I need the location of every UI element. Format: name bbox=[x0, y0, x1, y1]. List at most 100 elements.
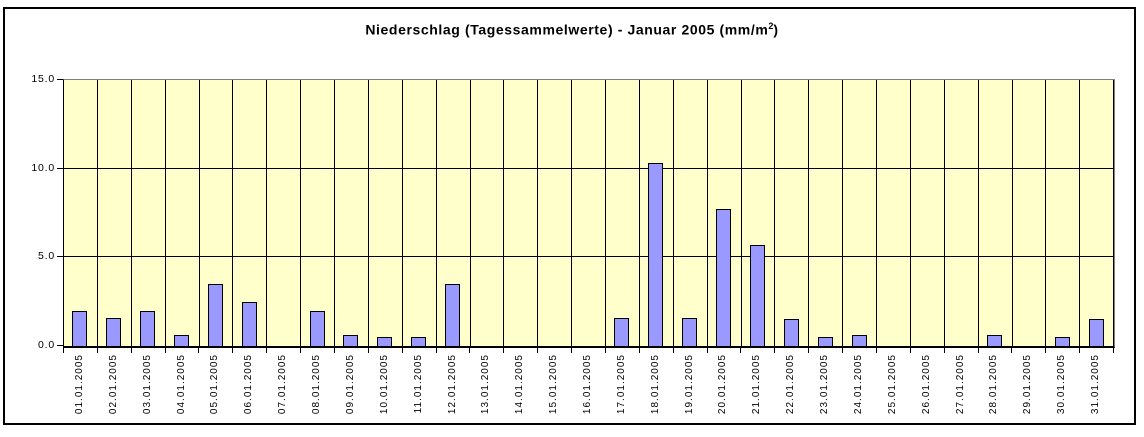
plot-column bbox=[945, 80, 979, 346]
y-axis-label: 10.0 bbox=[31, 162, 55, 174]
bar bbox=[987, 335, 1003, 346]
plot-column bbox=[1013, 80, 1047, 346]
x-axis-label: 13.01.2005 bbox=[480, 354, 492, 415]
plot-column bbox=[166, 80, 200, 346]
x-axis-label: 12.01.2005 bbox=[446, 354, 458, 415]
chart-title-text: Niederschlag (Tagessammelwerte) - Januar… bbox=[365, 21, 769, 38]
plot-column bbox=[775, 80, 810, 346]
bar bbox=[174, 335, 190, 346]
x-axis-tick bbox=[131, 347, 132, 353]
x-axis-tick bbox=[639, 347, 640, 353]
x-axis-tick bbox=[673, 347, 674, 353]
plot-column bbox=[708, 80, 742, 346]
x-axis-tick bbox=[707, 347, 708, 353]
x-axis-tick bbox=[1113, 347, 1114, 353]
x-axis-tick bbox=[740, 347, 741, 353]
chart-title-superscript: 2 bbox=[768, 21, 774, 31]
bar bbox=[445, 283, 461, 346]
x-axis-tick bbox=[436, 347, 437, 353]
x-axis-label: 24.01.2005 bbox=[852, 354, 864, 415]
x-axis-label: 11.01.2005 bbox=[412, 354, 424, 414]
bar bbox=[851, 335, 867, 346]
x-axis-tick bbox=[808, 347, 809, 353]
x-axis-tick bbox=[232, 347, 233, 353]
x-axis-label: 20.01.2005 bbox=[717, 354, 729, 415]
plot-column bbox=[877, 80, 911, 346]
x-axis-tick bbox=[368, 347, 369, 353]
bar bbox=[614, 317, 630, 346]
plot-column bbox=[267, 80, 302, 346]
x-axis-label: 17.01.2005 bbox=[615, 354, 627, 415]
x-axis-tick bbox=[300, 347, 301, 353]
y-axis-label: 5.0 bbox=[38, 250, 55, 262]
bar bbox=[1088, 319, 1104, 346]
y-axis-tick bbox=[57, 256, 63, 257]
h-gridline bbox=[64, 167, 1114, 169]
x-axis-tick bbox=[1045, 347, 1046, 353]
x-axis-tick bbox=[97, 347, 98, 353]
plot-column bbox=[335, 80, 369, 346]
x-axis-label: 30.01.2005 bbox=[1056, 354, 1068, 415]
x-axis-label: 27.01.2005 bbox=[954, 354, 966, 415]
chart-title: Niederschlag (Tagessammelwerte) - Januar… bbox=[0, 21, 1144, 38]
plot-column bbox=[132, 80, 166, 346]
plot-area bbox=[63, 79, 1115, 348]
plot-column bbox=[301, 80, 335, 346]
x-axis-label: 18.01.2005 bbox=[649, 354, 661, 415]
x-axis-label: 07.01.2005 bbox=[277, 354, 289, 415]
plot-column bbox=[233, 80, 268, 346]
x-axis-tick bbox=[1011, 347, 1012, 353]
x-axis-tick bbox=[469, 347, 470, 353]
plot-column bbox=[640, 80, 674, 346]
x-axis-label: 26.01.2005 bbox=[920, 354, 932, 415]
plot-column bbox=[504, 80, 539, 346]
x-axis-label: 15.01.2005 bbox=[548, 354, 560, 415]
bar bbox=[140, 310, 156, 346]
plot-column bbox=[403, 80, 437, 346]
x-axis-tick bbox=[1079, 347, 1080, 353]
x-axis-tick bbox=[910, 347, 911, 353]
plot-column bbox=[1046, 80, 1081, 346]
plot-column bbox=[437, 80, 471, 346]
bar bbox=[648, 163, 664, 346]
x-axis-label: 06.01.2005 bbox=[243, 354, 255, 415]
plot-column bbox=[369, 80, 403, 346]
bar bbox=[411, 337, 427, 346]
plot-column bbox=[843, 80, 877, 346]
x-axis-tick bbox=[842, 347, 843, 353]
x-axis-label: 31.01.2005 bbox=[1090, 354, 1102, 415]
plot-column bbox=[809, 80, 844, 346]
bar bbox=[343, 335, 359, 346]
h-gridline bbox=[64, 256, 1114, 258]
y-axis-tick bbox=[57, 168, 63, 169]
bar bbox=[72, 310, 88, 346]
x-axis-tick bbox=[63, 347, 64, 353]
x-axis-label: 04.01.2005 bbox=[175, 354, 187, 415]
x-axis-label: 19.01.2005 bbox=[683, 354, 695, 415]
plot-column bbox=[606, 80, 640, 346]
bar bbox=[377, 337, 393, 346]
x-axis-label: 29.01.2005 bbox=[1022, 354, 1034, 415]
x-axis-label: 14.01.2005 bbox=[514, 354, 526, 415]
x-axis-tick bbox=[402, 347, 403, 353]
x-axis-label: 10.01.2005 bbox=[378, 354, 390, 415]
x-axis-tick bbox=[266, 347, 267, 353]
x-axis-label: 22.01.2005 bbox=[785, 354, 797, 415]
plot-column bbox=[742, 80, 776, 346]
plot-column bbox=[64, 80, 98, 346]
x-axis-tick bbox=[944, 347, 945, 353]
plot-column bbox=[1080, 80, 1115, 346]
bar bbox=[749, 244, 765, 346]
plot-column bbox=[471, 80, 505, 346]
x-axis-label: 01.01.2005 bbox=[73, 354, 85, 415]
x-axis-tick bbox=[198, 347, 199, 353]
bar bbox=[309, 310, 325, 346]
x-axis-label: 28.01.2005 bbox=[988, 354, 1000, 415]
bar bbox=[817, 337, 833, 346]
x-axis-tick bbox=[165, 347, 166, 353]
x-axis-tick bbox=[774, 347, 775, 353]
x-axis-tick bbox=[605, 347, 606, 353]
x-axis-label: 23.01.2005 bbox=[819, 354, 831, 415]
bar bbox=[682, 317, 698, 346]
